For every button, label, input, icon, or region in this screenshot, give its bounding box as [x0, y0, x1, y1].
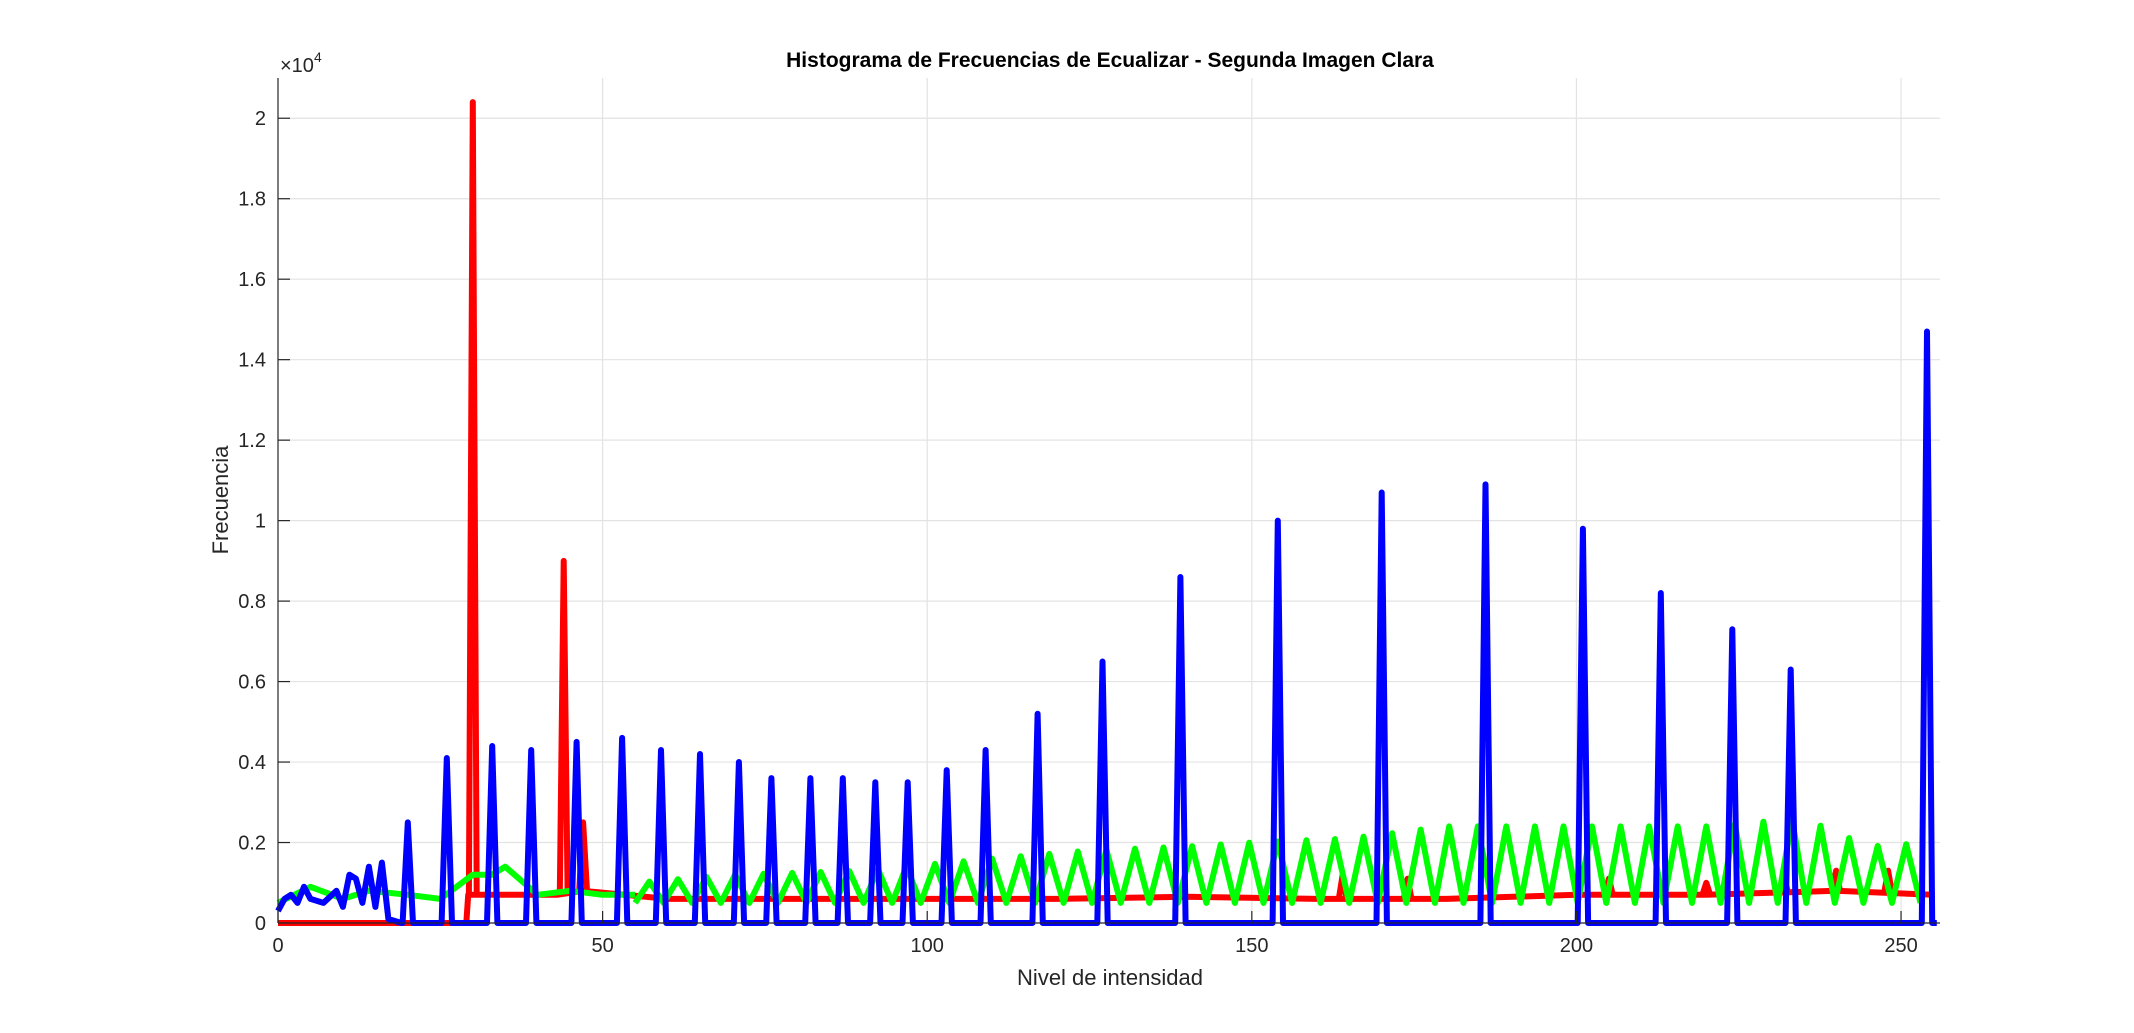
red-series-peak — [1699, 879, 1714, 896]
green-series-oscillation — [632, 816, 1924, 906]
blue-series-line — [275, 328, 1937, 926]
y-exponent-label: ×104 — [280, 49, 322, 77]
y-tick-label: 1.2 — [238, 430, 266, 452]
y-tick-label: 1.4 — [238, 350, 266, 372]
x-tick-label: 50 — [591, 935, 613, 957]
y-tick-label: 1 — [255, 511, 266, 533]
y-tick-label: 0.2 — [238, 833, 266, 855]
x-tick-label: 0 — [272, 935, 283, 957]
series-lines — [275, 99, 1937, 926]
y-tick-label: 0.6 — [238, 672, 266, 694]
y-tick-label: 0.4 — [238, 752, 266, 774]
y-tick-label: 2 — [255, 108, 266, 130]
y-axis-label: Frecuencia — [208, 445, 233, 555]
y-tick-label: 1.8 — [238, 189, 266, 211]
x-tick-label: 100 — [911, 935, 944, 957]
y-tick-label: 0.8 — [238, 591, 266, 613]
y-tick-label: 0 — [255, 913, 266, 935]
x-tick-label: 200 — [1560, 935, 1593, 957]
chart-title: Histograma de Frecuencias de Ecualizar -… — [786, 49, 1434, 72]
y-tick-label: 1.6 — [238, 269, 266, 291]
axes — [277, 78, 1940, 924]
x-tick-label: 150 — [1235, 935, 1268, 957]
tick-labels: 0 50 100 150 200 250 0 0.2 0.4 0.6 0.8 1 1.2 1.4 1.6 1.… — [238, 108, 1918, 957]
red-series-peak — [465, 99, 480, 895]
x-tick-label: 250 — [1884, 935, 1917, 957]
red-series-peak — [556, 557, 571, 894]
x-axis-label: Nivel de intensidad — [1017, 965, 1203, 990]
